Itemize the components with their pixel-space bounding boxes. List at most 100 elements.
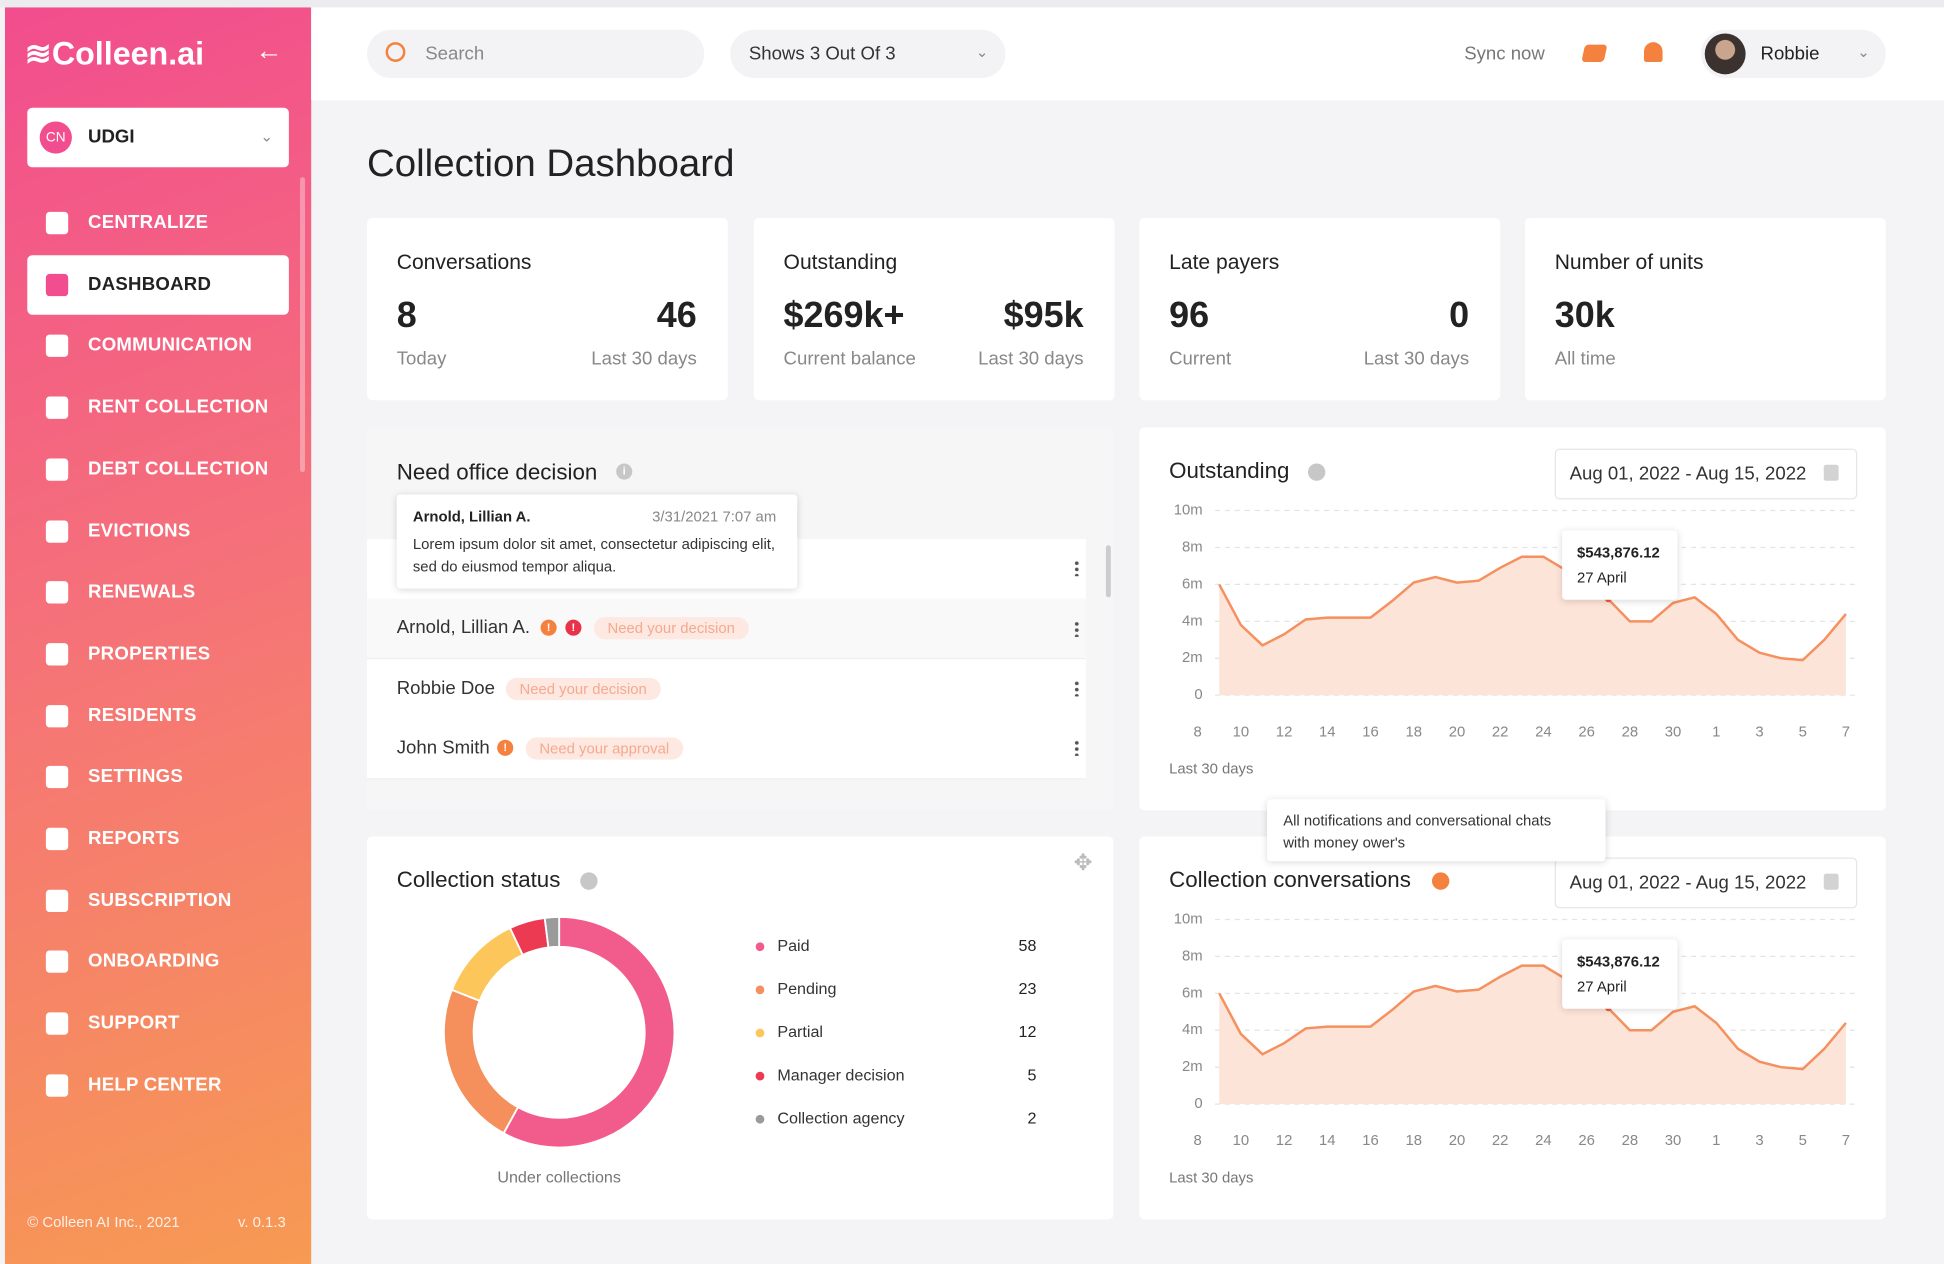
org-selector[interactable]: CN UDGI ⌄: [27, 107, 289, 168]
date-range-picker[interactable]: Aug 01, 2022 - Aug 15, 2022: [1554, 448, 1858, 500]
status-badge: Need your decision: [505, 677, 661, 701]
nav-icon: [45, 889, 69, 912]
list-row[interactable]: Arnold, Lillian A. ! ! Need your decisio…: [366, 598, 1087, 660]
row-menu[interactable]: [1074, 739, 1079, 756]
x-tick-label: 24: [1535, 724, 1552, 740]
tooltip-amount: $543,876.12: [1577, 952, 1660, 971]
x-tick-label: 22: [1492, 1133, 1509, 1149]
row-name: Arnold, Lillian A.: [396, 617, 531, 639]
legend-value: 58: [1019, 937, 1037, 955]
x-tick-label: 1: [1712, 1133, 1720, 1149]
x-tick-label: 30: [1665, 724, 1682, 740]
nav-label: SUBSCRIPTION: [88, 889, 232, 911]
nav-item[interactable]: COMMUNICATION: [27, 316, 289, 375]
x-axis-label: Last 30 days: [1169, 761, 1253, 777]
profile-menu[interactable]: Robbie ⌄: [1701, 29, 1886, 79]
y-tick-label: 0: [1194, 687, 1202, 703]
stat-value: $269k+: [783, 296, 905, 336]
nav-icon: [45, 766, 69, 789]
nav-label: ONBOARDING: [88, 950, 220, 973]
nav-item[interactable]: DASHBOARD: [27, 254, 289, 315]
nav-icon: [45, 581, 69, 604]
info-icon: [580, 872, 598, 890]
area-fill: [1219, 965, 1846, 1105]
stat-value: 30k: [1554, 296, 1615, 336]
nav-label: PROPERTIES: [88, 643, 211, 665]
bell-icon[interactable]: [1643, 42, 1663, 62]
tooltip-line: All notifications and conversational cha…: [1283, 811, 1552, 830]
row-menu[interactable]: [1074, 560, 1079, 577]
nav-item[interactable]: ONBOARDING: [27, 932, 289, 991]
list-row[interactable]: Robbie Doe Need your decision: [366, 659, 1087, 720]
avatar: [1704, 33, 1746, 75]
legend-swatch: [755, 1071, 765, 1081]
alert-icon: !: [565, 619, 582, 636]
drag-handle[interactable]: ✥: [1073, 850, 1093, 875]
nav-label: SUPPORT: [88, 1012, 180, 1034]
date-range-picker[interactable]: Aug 01, 2022 - Aug 15, 2022: [1554, 857, 1858, 909]
nav-icon: [45, 458, 69, 481]
x-tick-label: 1: [1712, 724, 1720, 740]
nav-item[interactable]: RENT COLLECTION: [27, 378, 289, 437]
nav-item[interactable]: SUPPORT: [27, 994, 289, 1053]
stat-card: Conversations 8 Today 46 Last 30 days: [366, 218, 728, 401]
page-title: Collection Dashboard: [366, 141, 735, 185]
x-tick-label: 26: [1578, 1133, 1595, 1149]
search-placeholder: Search: [425, 43, 485, 65]
x-tick-label: 18: [1405, 724, 1422, 740]
sync-button[interactable]: Sync now: [1464, 43, 1545, 65]
legend-label: Collection agency: [777, 1109, 905, 1127]
nav-item[interactable]: PROPERTIES: [27, 624, 289, 683]
row-menu[interactable]: [1074, 620, 1079, 637]
nav-icon: [45, 396, 69, 419]
x-tick-label: 22: [1492, 724, 1509, 740]
chevron: ⌄: [1857, 43, 1870, 61]
y-tick-label: 6m: [1182, 985, 1203, 1001]
nav-icon: [45, 273, 69, 296]
tooltip-date: 27 April: [1577, 568, 1627, 587]
nav-item[interactable]: HELP CENTER: [27, 1056, 289, 1115]
nav-label: EVICTIONS: [88, 519, 191, 541]
nav-label: DASHBOARD: [88, 273, 212, 295]
x-tick-label: 28: [1622, 1133, 1639, 1149]
row-menu[interactable]: [1074, 680, 1079, 697]
search-box[interactable]: Search: [366, 29, 705, 79]
version: v. 0.1.3: [238, 1213, 286, 1231]
nav-item[interactable]: REPORTS: [27, 809, 289, 868]
legend-swatch: [755, 1028, 765, 1038]
legend-label: Pending: [777, 980, 836, 998]
legend-swatch: [755, 985, 765, 995]
clock-icon: !: [497, 739, 514, 756]
nav-item[interactable]: DEBT COLLECTION: [27, 440, 289, 499]
nav-item[interactable]: EVICTIONS: [27, 501, 289, 560]
nav-icon: [45, 335, 69, 358]
x-tick-label: 14: [1319, 724, 1336, 740]
x-tick-label: 28: [1622, 724, 1639, 740]
collapse-button[interactable]: ←: [255, 34, 283, 66]
info-icon[interactable]: i: [616, 463, 633, 480]
nav-label: SETTINGS: [88, 766, 184, 788]
nav-label: COMMUNICATION: [88, 335, 253, 357]
stat-label: Last 30 days: [1363, 348, 1470, 370]
filter-select[interactable]: Shows 3 Out Of 3 ⌄: [730, 29, 1006, 79]
x-tick-label: 7: [1842, 1133, 1850, 1149]
list-row[interactable]: John Smith ! Need your approval: [366, 718, 1087, 780]
nav-item[interactable]: SUBSCRIPTION: [27, 871, 289, 930]
nav-item[interactable]: RENEWALS: [27, 563, 289, 622]
y-tick-label: 2m: [1182, 1059, 1203, 1075]
nav-label: RESIDENTS: [88, 704, 197, 726]
nav-item[interactable]: RESIDENTS: [27, 686, 289, 745]
stat-value: 46: [656, 296, 697, 336]
stat-value: 8: [396, 296, 417, 336]
panel-title: Collection conversations: [1169, 867, 1411, 892]
org-name: UDGI: [88, 126, 135, 148]
tooltip-date: 3/31/2021 7:07 am: [652, 508, 777, 526]
donut-segment: [450, 926, 524, 1002]
nav-item[interactable]: CENTRALIZE: [27, 193, 289, 252]
clock-icon: !: [540, 619, 557, 636]
donut-segment: [442, 988, 520, 1135]
nav-item[interactable]: SETTINGS: [27, 748, 289, 807]
stat-card: Outstanding $269k+ Current balance $95k Last…: [753, 218, 1115, 401]
